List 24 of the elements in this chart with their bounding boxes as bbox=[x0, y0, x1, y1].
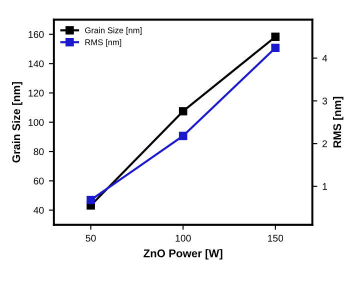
y-tick-label: 40 bbox=[34, 206, 44, 214]
point bbox=[86, 196, 95, 204]
y2-axis-title: RMS [nm] bbox=[333, 96, 344, 148]
point bbox=[271, 32, 280, 41]
point bbox=[178, 132, 188, 140]
y2-tick-label: 3 bbox=[322, 98, 328, 104]
y-tick-label: 100 bbox=[28, 118, 44, 126]
y-tick-label: 60 bbox=[34, 178, 44, 184]
legend-label: Grain Size [nm] bbox=[85, 27, 142, 35]
y-tick-label: 120 bbox=[28, 90, 44, 97]
x-tick-label: 100 bbox=[176, 234, 191, 242]
y-tick-label: 140 bbox=[28, 60, 44, 68]
x-tick-label: 50 bbox=[86, 234, 96, 242]
point bbox=[271, 44, 280, 52]
x-tick-label: 150 bbox=[268, 234, 284, 242]
y2-tick-label: 2 bbox=[322, 140, 327, 148]
legend-label: RMS [nm] bbox=[85, 39, 122, 47]
point bbox=[178, 107, 188, 116]
y-axis-title: Grain Size [nm] bbox=[12, 82, 22, 163]
y-tick-label: 80 bbox=[34, 148, 44, 156]
y2-tick-label: 1 bbox=[322, 183, 327, 190]
x-axis-title: ZnO Power [W] bbox=[144, 249, 222, 260]
y-tick-label: 160 bbox=[28, 31, 44, 38]
y2-tick-label: 4 bbox=[322, 54, 328, 62]
